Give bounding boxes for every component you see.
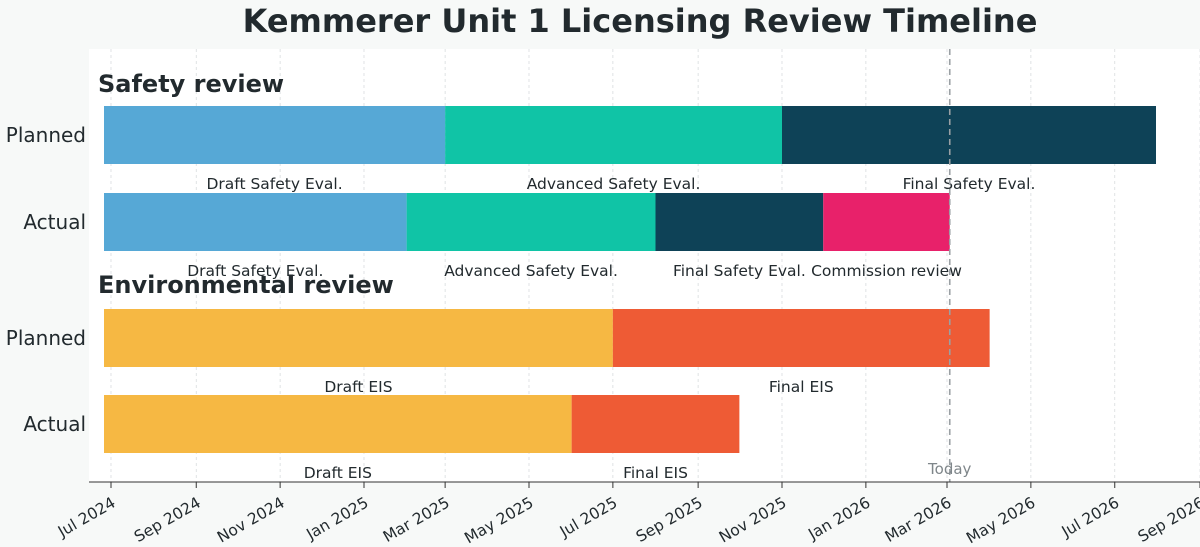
gantt-bar [406,193,656,251]
bar-label: Final Safety Eval. [903,175,1036,193]
row-label: Actual [23,412,86,436]
gantt-bar [104,106,446,164]
gantt-bar [823,193,950,251]
row-labels: Planned Actual Planned Actual [6,123,86,436]
bar-label: Draft Safety Eval. [187,262,323,280]
bar-label: Final EIS [623,464,688,482]
gantt-bar [445,106,782,164]
today-label: Today [927,460,972,478]
bar-label: Final EIS [769,378,834,396]
gantt-bar [782,106,1156,164]
bars-layer: Draft Safety Eval. Advanced Safety Eval. F… [104,106,1156,482]
row-label: Planned [6,123,86,147]
bar-label: Advanced Safety Eval. [444,262,618,280]
gantt-bar [571,395,740,453]
section-titles: Safety review Environmental review [98,70,394,299]
gantt-bar [104,309,613,367]
bar-label: Draft EIS [324,378,392,396]
row-label: Planned [6,326,86,350]
gantt-bar [104,193,407,251]
gantt-bar [655,193,824,251]
chart-title: Kemmerer Unit 1 Licensing Review Timelin… [243,2,1038,40]
row-label: Actual [23,210,86,234]
today-marker: Today [927,49,972,482]
bar-label: Draft EIS [304,464,372,482]
bar-label: Final Safety Eval. [673,262,806,280]
section-title: Safety review [98,70,284,98]
bar-label: Commission review [811,262,962,280]
gantt-bar [612,309,990,367]
bar-label: Draft Safety Eval. [206,175,342,193]
section-title: Environmental review [98,271,394,299]
bar-label: Advanced Safety Eval. [527,175,701,193]
gantt-bar [104,395,572,453]
